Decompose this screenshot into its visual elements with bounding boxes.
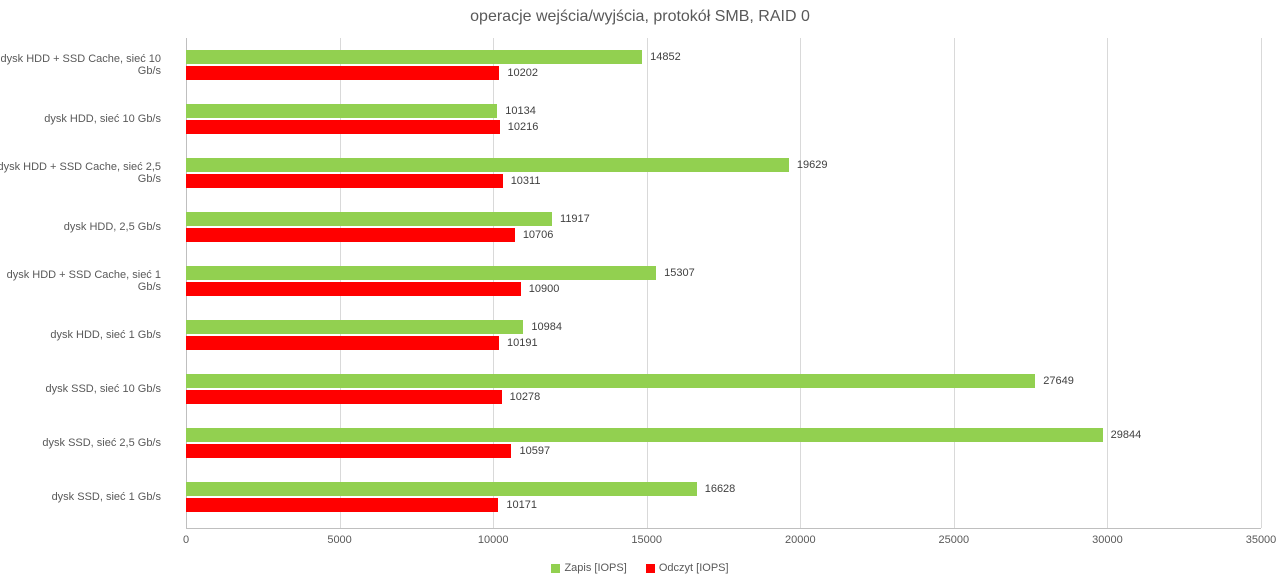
bar-odczyt — [186, 66, 499, 80]
category-label: dysk HDD + SSD Cache, sieć 1 Gb/s — [0, 269, 161, 293]
x-tick-label: 5000 — [327, 534, 351, 546]
grid-line — [1261, 38, 1262, 528]
bar-zapis — [186, 212, 552, 226]
category-label: dysk HDD + SSD Cache, sieć 10 Gb/s — [0, 53, 161, 77]
x-tick-label: 35000 — [1246, 534, 1277, 546]
bar-odczyt — [186, 444, 511, 458]
plot-area: 05000100001500020000250003000035000dysk … — [186, 38, 1261, 528]
bar-zapis — [186, 482, 697, 496]
bar-zapis — [186, 50, 642, 64]
value-label: 16628 — [705, 483, 736, 495]
grid-line — [1107, 38, 1108, 528]
grid-line — [800, 38, 801, 528]
value-label: 29844 — [1111, 429, 1142, 441]
category-label: dysk SSD, sieć 10 Gb/s — [0, 383, 161, 395]
grid-line — [954, 38, 955, 528]
x-tick-label: 20000 — [785, 534, 816, 546]
value-label: 10171 — [506, 499, 537, 511]
bar-zapis — [186, 428, 1103, 442]
category-label: dysk SSD, sieć 2,5 Gb/s — [0, 437, 161, 449]
x-tick-label: 15000 — [631, 534, 662, 546]
value-label: 11917 — [560, 213, 590, 225]
value-label: 15307 — [664, 267, 695, 279]
chart-title: operacje wejścia/wyjścia, protokół SMB, … — [0, 8, 1280, 26]
grid-line — [647, 38, 648, 528]
bar-odczyt — [186, 336, 499, 350]
category-label: dysk HDD, 2,5 Gb/s — [0, 221, 161, 233]
legend-swatch-zapis — [551, 564, 560, 573]
value-label: 10202 — [507, 67, 538, 79]
legend-label-zapis: Zapis [IOPS] — [564, 562, 626, 574]
bar-odczyt — [186, 228, 515, 242]
category-label: dysk HDD, sieć 1 Gb/s — [0, 329, 161, 341]
value-label: 10278 — [510, 391, 541, 403]
x-tick-label: 0 — [183, 534, 189, 546]
bar-zapis — [186, 374, 1035, 388]
value-label: 10900 — [529, 283, 560, 295]
bar-odczyt — [186, 390, 502, 404]
value-label: 19629 — [797, 159, 828, 171]
legend-item-zapis: Zapis [IOPS] — [551, 562, 626, 574]
category-label: dysk HDD, sieć 10 Gb/s — [0, 113, 161, 125]
value-label: 10984 — [531, 321, 562, 333]
x-tick-label: 25000 — [939, 534, 970, 546]
chart-container: operacje wejścia/wyjścia, protokół SMB, … — [0, 0, 1280, 578]
x-axis-line — [186, 528, 1261, 529]
legend: Zapis [IOPS] Odczyt [IOPS] — [0, 562, 1280, 574]
value-label: 10191 — [507, 337, 538, 349]
value-label: 10706 — [523, 229, 554, 241]
bar-odczyt — [186, 174, 503, 188]
value-label: 14852 — [650, 51, 681, 63]
bar-odczyt — [186, 282, 521, 296]
legend-item-odczyt: Odczyt [IOPS] — [646, 562, 729, 574]
bar-zapis — [186, 158, 789, 172]
legend-swatch-odczyt — [646, 564, 655, 573]
legend-label-odczyt: Odczyt [IOPS] — [659, 562, 729, 574]
bar-zapis — [186, 104, 497, 118]
value-label: 27649 — [1043, 375, 1074, 387]
value-label: 10216 — [508, 121, 539, 133]
value-label: 10134 — [505, 105, 536, 117]
x-tick-label: 30000 — [1092, 534, 1123, 546]
value-label: 10597 — [519, 445, 550, 457]
x-tick-label: 10000 — [478, 534, 509, 546]
bar-odczyt — [186, 120, 500, 134]
bar-zapis — [186, 320, 523, 334]
category-label: dysk HDD + SSD Cache, sieć 2,5 Gb/s — [0, 161, 161, 185]
category-label: dysk SSD, sieć 1 Gb/s — [0, 491, 161, 503]
bar-odczyt — [186, 498, 498, 512]
bar-zapis — [186, 266, 656, 280]
value-label: 10311 — [511, 175, 541, 187]
